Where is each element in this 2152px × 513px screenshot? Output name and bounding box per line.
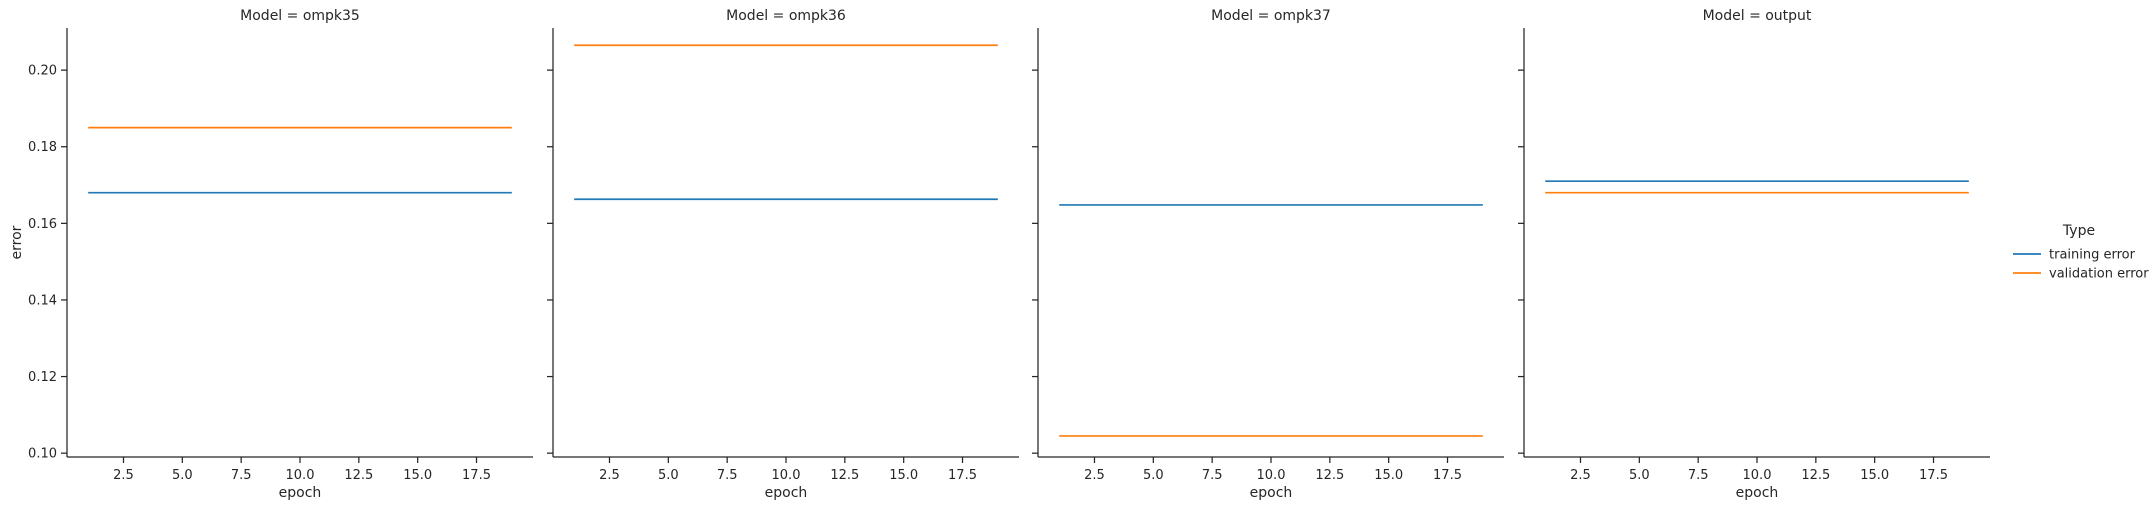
x-tick-label: 5.0 (1629, 468, 1650, 483)
x-tick-label: 17.5 (948, 468, 977, 483)
x-tick-label: 2.5 (599, 468, 620, 483)
x-tick-label: 12.5 (1801, 468, 1830, 483)
x-tick-label: 10.0 (772, 468, 801, 483)
x-axis-title: epoch (279, 485, 322, 501)
x-tick-label: 17.5 (1433, 468, 1462, 483)
legend-label: training error (2049, 248, 2136, 263)
x-tick-label: 12.5 (344, 468, 373, 483)
x-tick-label: 10.0 (286, 468, 315, 483)
legend-label: validation error (2049, 267, 2149, 282)
x-tick-label: 10.0 (1743, 468, 1772, 483)
x-axis-title: epoch (765, 485, 808, 501)
y-axis-title: error (9, 225, 25, 259)
panel-title: Model = ompk36 (726, 8, 846, 24)
y-tick-label: 0.14 (28, 293, 57, 308)
x-tick-label: 12.5 (1315, 468, 1344, 483)
x-tick-label: 12.5 (830, 468, 859, 483)
x-tick-label: 2.5 (1570, 468, 1591, 483)
x-tick-label: 5.0 (658, 468, 679, 483)
x-tick-label: 15.0 (1860, 468, 1889, 483)
panel-title: Model = ompk35 (240, 8, 360, 24)
panel-title: Model = ompk37 (1211, 8, 1331, 24)
x-tick-label: 15.0 (1374, 468, 1403, 483)
x-tick-label: 7.5 (717, 468, 738, 483)
legend-title: Type (2062, 223, 2095, 239)
y-tick-label: 0.20 (28, 64, 57, 79)
x-tick-label: 15.0 (403, 468, 432, 483)
x-tick-label: 10.0 (1257, 468, 1286, 483)
x-tick-label: 7.5 (1688, 468, 1709, 483)
x-tick-label: 17.5 (462, 468, 491, 483)
x-tick-label: 17.5 (1919, 468, 1948, 483)
x-tick-label: 2.5 (113, 468, 134, 483)
x-tick-label: 5.0 (1143, 468, 1164, 483)
y-tick-label: 0.12 (28, 370, 57, 385)
y-tick-label: 0.10 (28, 447, 57, 462)
panel-title: Model = output (1703, 8, 1812, 24)
y-tick-label: 0.18 (28, 140, 57, 155)
y-tick-label: 0.16 (28, 217, 57, 232)
x-tick-label: 5.0 (172, 468, 193, 483)
x-axis-title: epoch (1736, 485, 1779, 501)
x-tick-label: 15.0 (889, 468, 918, 483)
x-tick-label: 7.5 (1202, 468, 1223, 483)
x-axis-title: epoch (1250, 485, 1293, 501)
x-tick-label: 7.5 (231, 468, 252, 483)
x-tick-label: 2.5 (1084, 468, 1105, 483)
